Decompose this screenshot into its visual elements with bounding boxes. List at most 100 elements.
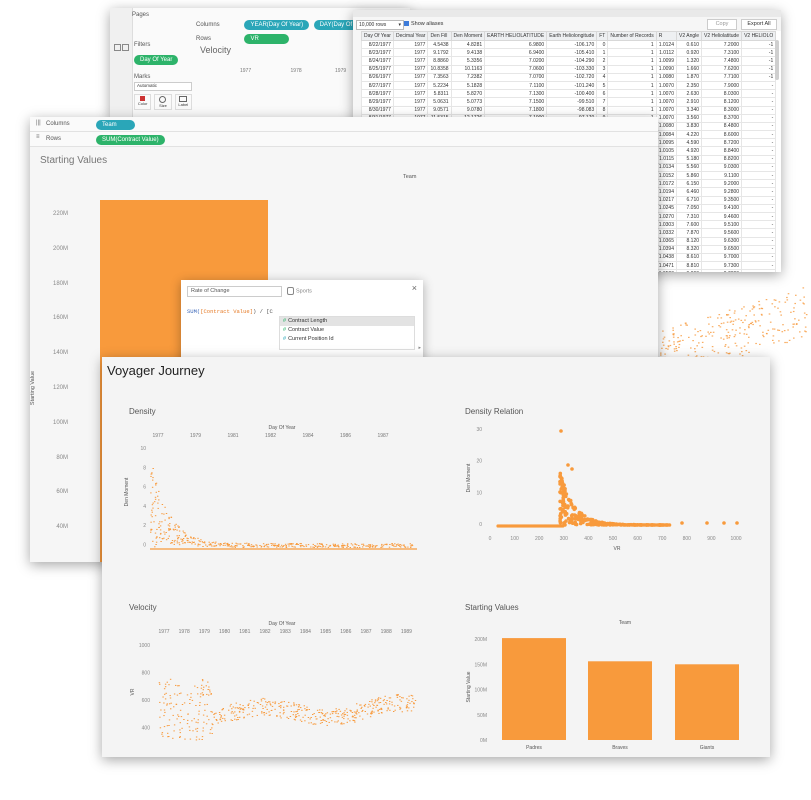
density-point <box>168 528 170 530</box>
scatter-point <box>759 325 761 327</box>
col-pill-year[interactable]: YEAR(Day Of Year) <box>244 20 310 30</box>
velocity-point <box>298 704 301 706</box>
column-header[interactable]: Decimal Year <box>392 31 429 41</box>
column-header[interactable]: V2 HELIOLO <box>741 31 777 41</box>
col-pill-day[interactable]: DAY(Day Of Year) <box>313 20 374 30</box>
col-pill-team[interactable]: Team <box>96 120 135 130</box>
copy-button[interactable]: Copy <box>707 19 737 30</box>
density-point <box>180 538 182 540</box>
column-header[interactable]: Day Of Year <box>361 31 394 41</box>
autocomplete-item[interactable]: # Current Position Id <box>280 335 414 344</box>
table-cell: 5.8311 <box>427 89 452 99</box>
scatter-point <box>680 335 682 337</box>
window-titlebar <box>353 10 781 17</box>
velocity-point <box>331 720 333 722</box>
marks-color-button[interactable]: Color <box>134 94 152 110</box>
scrollbar[interactable] <box>775 40 779 80</box>
close-icon[interactable]: × <box>411 283 417 293</box>
scatter-point <box>793 307 795 309</box>
scatter-point <box>676 350 678 352</box>
column-header[interactable]: FT <box>596 31 609 41</box>
scatter-point <box>727 331 730 333</box>
velocity-point <box>378 712 380 714</box>
row-pill-sum-contract-value[interactable]: SUM(Contract Value) <box>96 135 165 145</box>
column-header[interactable]: EARTH HELIOLATITUDE <box>484 31 548 41</box>
table-row: 8/24/1977 1977 8.8860 5.3356 7.0200 -104.290 2… <box>361 56 777 66</box>
scatter-point <box>712 331 715 333</box>
density-point <box>168 525 171 527</box>
velocity-point <box>173 730 175 732</box>
velocity-point <box>172 714 174 716</box>
velocity-point <box>229 705 231 707</box>
row-pill-vr[interactable]: VR <box>244 34 289 44</box>
marks-label-button[interactable]: Label <box>174 94 192 110</box>
density-point <box>341 546 343 548</box>
sheet-title: Velocity <box>200 45 232 55</box>
density-point <box>165 539 168 541</box>
filter-pill-day-of-year[interactable]: Day Of Year <box>134 55 179 65</box>
scatter-point <box>747 342 749 344</box>
density-point <box>169 529 172 531</box>
relation-point <box>605 522 610 526</box>
scatter-point <box>722 338 725 340</box>
velocity-point <box>177 685 179 687</box>
density-year-label: 1977 <box>152 433 163 439</box>
velocity-point <box>187 713 189 715</box>
export-all-button[interactable]: Export All <box>741 19 777 30</box>
table-cell: 1.0303 <box>655 220 678 230</box>
velocity-point <box>195 736 198 738</box>
autocomplete-item[interactable]: # Contract Length <box>280 317 414 326</box>
velocity-point <box>209 732 211 734</box>
scatter-point <box>772 339 774 341</box>
toolbar-icon[interactable] <box>122 44 129 51</box>
scatter-point <box>675 346 677 348</box>
table-cell: -1 <box>741 64 777 74</box>
density-point <box>273 544 275 546</box>
table-cell: 9.7300 <box>701 261 743 271</box>
density-point <box>410 546 412 548</box>
density-point <box>284 543 287 545</box>
velocity-point <box>201 692 204 694</box>
table-cell: 1.0070 <box>655 97 678 107</box>
marks-size-button[interactable]: Size <box>154 94 172 110</box>
column-header[interactable]: Den Moment <box>450 31 486 41</box>
density-point <box>155 537 157 539</box>
measure-icon: # <box>283 336 287 342</box>
formula-editor[interactable]: SUM([Contract Value]) / [C <box>187 308 273 315</box>
table-cell: 8/29/1977 <box>361 97 394 107</box>
table-cell: 3.560 <box>675 113 703 123</box>
table-cell: 8/23/1977 <box>361 48 394 58</box>
density-point <box>168 516 170 518</box>
velocity-point <box>320 720 322 721</box>
chevron-right-icon[interactable]: ▸ <box>418 345 421 351</box>
toolbar-icon[interactable] <box>114 44 121 51</box>
calc-name-input[interactable]: Rate of Change <box>187 286 282 297</box>
column-header[interactable]: V2 Angle <box>675 31 703 41</box>
density-point <box>263 546 266 548</box>
marks-type-select[interactable]: Automatic <box>134 82 192 91</box>
column-header[interactable]: Number of Records <box>607 31 657 41</box>
scatter-point <box>729 321 732 323</box>
density-point <box>273 545 276 547</box>
velocity-point <box>327 718 329 720</box>
density-point <box>274 543 276 545</box>
density-point <box>204 542 206 544</box>
show-aliases-checkbox[interactable]: Show aliases <box>404 20 443 28</box>
scatter-point <box>802 302 804 304</box>
autocomplete-item[interactable]: # Contract Value <box>280 326 414 335</box>
table-cell: 2.630 <box>675 89 703 99</box>
table-cell: 7.600 <box>675 220 703 230</box>
relation-point <box>570 467 574 471</box>
relation-point <box>664 523 668 527</box>
velocity-point <box>199 696 202 698</box>
density-point <box>174 526 176 528</box>
marks-card: Marks Automatic Color Size Label <box>134 74 192 110</box>
column-header[interactable]: Earth Heliolongitude <box>546 31 598 41</box>
rows-select[interactable]: 10,000 rows ▾ <box>356 20 404 30</box>
velocity-point <box>202 727 204 729</box>
column-header[interactable]: Den Fill <box>427 31 452 41</box>
column-header[interactable]: V2 Heliolatitude <box>701 31 743 41</box>
density-relation-xtick: 200 <box>535 536 544 542</box>
column-header[interactable]: R <box>655 31 678 41</box>
velocity-point <box>163 702 165 704</box>
